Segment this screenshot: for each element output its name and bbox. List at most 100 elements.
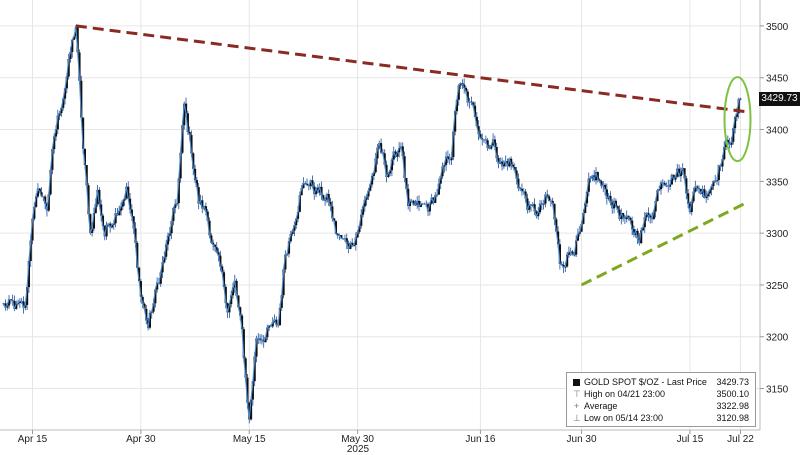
candle-body: [183, 103, 186, 126]
candle-body: [345, 238, 348, 244]
candle-body: [237, 295, 240, 308]
candle-body: [383, 153, 386, 165]
candle-body: [271, 322, 274, 327]
candle-body: [56, 115, 59, 130]
candle-body: [603, 184, 607, 190]
candle-body: [322, 195, 325, 201]
candle-body: [636, 230, 639, 239]
candle-body: [244, 358, 247, 378]
candle-body: [127, 186, 130, 199]
y-axis-ticks: 3150 3200 3250 3300 3350 3400 3450 3500: [760, 22, 789, 396]
candle-body: [143, 303, 146, 309]
candle-body: [156, 282, 159, 290]
candle-body: [490, 145, 493, 149]
candle-body: [672, 174, 675, 180]
y-tick-label: 3250: [766, 281, 789, 292]
candle-body: [161, 262, 164, 273]
candle-body: [268, 325, 271, 328]
legend: GOLD SPOT $/OZ - Last Price 3429.73 ⊤ Hig…: [566, 372, 756, 427]
candle-body: [62, 98, 65, 108]
candle-body: [687, 193, 690, 204]
candle-body: [193, 168, 197, 181]
candle-body: [502, 162, 505, 167]
candle-body: [190, 135, 193, 154]
candle-body: [325, 194, 329, 200]
candle-body: [620, 213, 623, 219]
candle-body: [91, 228, 94, 233]
candle-body: [213, 244, 217, 248]
candle-body: [387, 173, 390, 177]
candle-body: [677, 168, 681, 177]
candle-body: [40, 192, 43, 197]
y-tick-label: 3300: [766, 229, 789, 240]
candle-body: [208, 220, 211, 236]
legend-high-label: High on 04/21 23:00: [584, 389, 666, 399]
candle-body: [454, 111, 457, 132]
candle-body: [170, 221, 173, 234]
candle-body: [649, 215, 652, 218]
x-tick-label: May 30: [341, 434, 374, 445]
candle-body: [98, 189, 101, 205]
candle-body: [535, 211, 538, 217]
candle-body: [354, 237, 357, 245]
candle-body: [708, 189, 711, 194]
candle-body: [374, 158, 377, 173]
candle-body: [553, 203, 556, 220]
candle-body: [361, 206, 365, 215]
candle-body: [251, 381, 254, 400]
support-trendline: [580, 200, 749, 287]
candle-body: [249, 399, 253, 420]
candle-body: [36, 188, 40, 197]
candle-body: [210, 235, 213, 243]
legend-row-high: ⊤ High on 04/21 23:00 3500.10: [573, 388, 749, 400]
candle-body: [248, 402, 251, 420]
candle-body: [351, 242, 354, 247]
legend-series-name: GOLD SPOT $/OZ - Last Price: [584, 377, 707, 387]
candle-body: [372, 172, 375, 176]
candle-body: [130, 209, 133, 217]
legend-high-value: 3500.10: [716, 389, 749, 399]
candle-body: [204, 206, 207, 212]
candle-body: [524, 191, 527, 199]
candle-body: [47, 194, 50, 211]
plot-area: [0, 0, 760, 430]
candle-body: [163, 256, 166, 263]
candle-body: [109, 223, 112, 228]
candle-body: [582, 212, 585, 224]
candle-body: [44, 196, 47, 204]
candle-body: [558, 244, 561, 264]
y-tick-label: 3150: [766, 385, 789, 396]
candle-body: [168, 233, 171, 236]
candle-body: [313, 186, 316, 195]
candle-body: [690, 201, 693, 213]
candle-body: [112, 223, 115, 225]
candle-body: [547, 196, 551, 201]
candle-body: [293, 225, 296, 231]
year-label: 2025: [347, 444, 370, 455]
candle-body: [192, 153, 195, 169]
candle-body: [437, 183, 440, 195]
candle-body: [230, 295, 233, 305]
candle-body: [33, 206, 36, 219]
candle-body: [394, 151, 397, 157]
candle-body: [228, 304, 231, 313]
candle-body: [703, 189, 706, 199]
candle-body: [65, 76, 68, 89]
candle-body: [401, 146, 404, 157]
candle-body: [311, 180, 314, 187]
candle-body: [231, 287, 235, 296]
candle-body: [493, 139, 496, 148]
candle-body: [38, 188, 41, 193]
candle-body: [376, 147, 379, 159]
candle-body: [392, 151, 395, 160]
legend-last-price: 3429.73: [716, 377, 749, 387]
candle-body: [696, 186, 699, 189]
candle-body: [385, 164, 388, 177]
candle-body: [379, 143, 383, 153]
candle-body: [258, 338, 262, 341]
x-tick-label: Jun 30: [567, 434, 597, 445]
candle-body: [85, 165, 88, 186]
candle-body: [439, 176, 442, 184]
candle-body: [520, 188, 524, 192]
candle-body: [587, 178, 590, 192]
